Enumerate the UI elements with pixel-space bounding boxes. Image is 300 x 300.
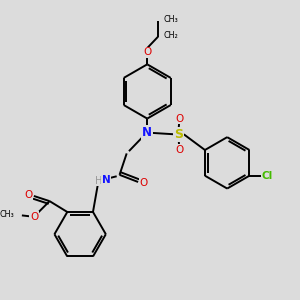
Text: CH₂: CH₂ bbox=[163, 31, 178, 40]
Text: CH₃: CH₃ bbox=[163, 15, 178, 24]
Text: O: O bbox=[175, 114, 183, 124]
Text: O: O bbox=[143, 47, 152, 57]
Text: N: N bbox=[142, 126, 152, 140]
Text: N: N bbox=[102, 175, 110, 185]
Text: CH₃: CH₃ bbox=[0, 210, 14, 219]
Text: H: H bbox=[95, 176, 102, 186]
Text: Cl: Cl bbox=[262, 171, 273, 181]
Text: O: O bbox=[140, 178, 148, 188]
Text: O: O bbox=[30, 212, 38, 221]
Text: O: O bbox=[175, 145, 183, 155]
Text: O: O bbox=[24, 190, 32, 200]
Text: S: S bbox=[174, 128, 183, 141]
